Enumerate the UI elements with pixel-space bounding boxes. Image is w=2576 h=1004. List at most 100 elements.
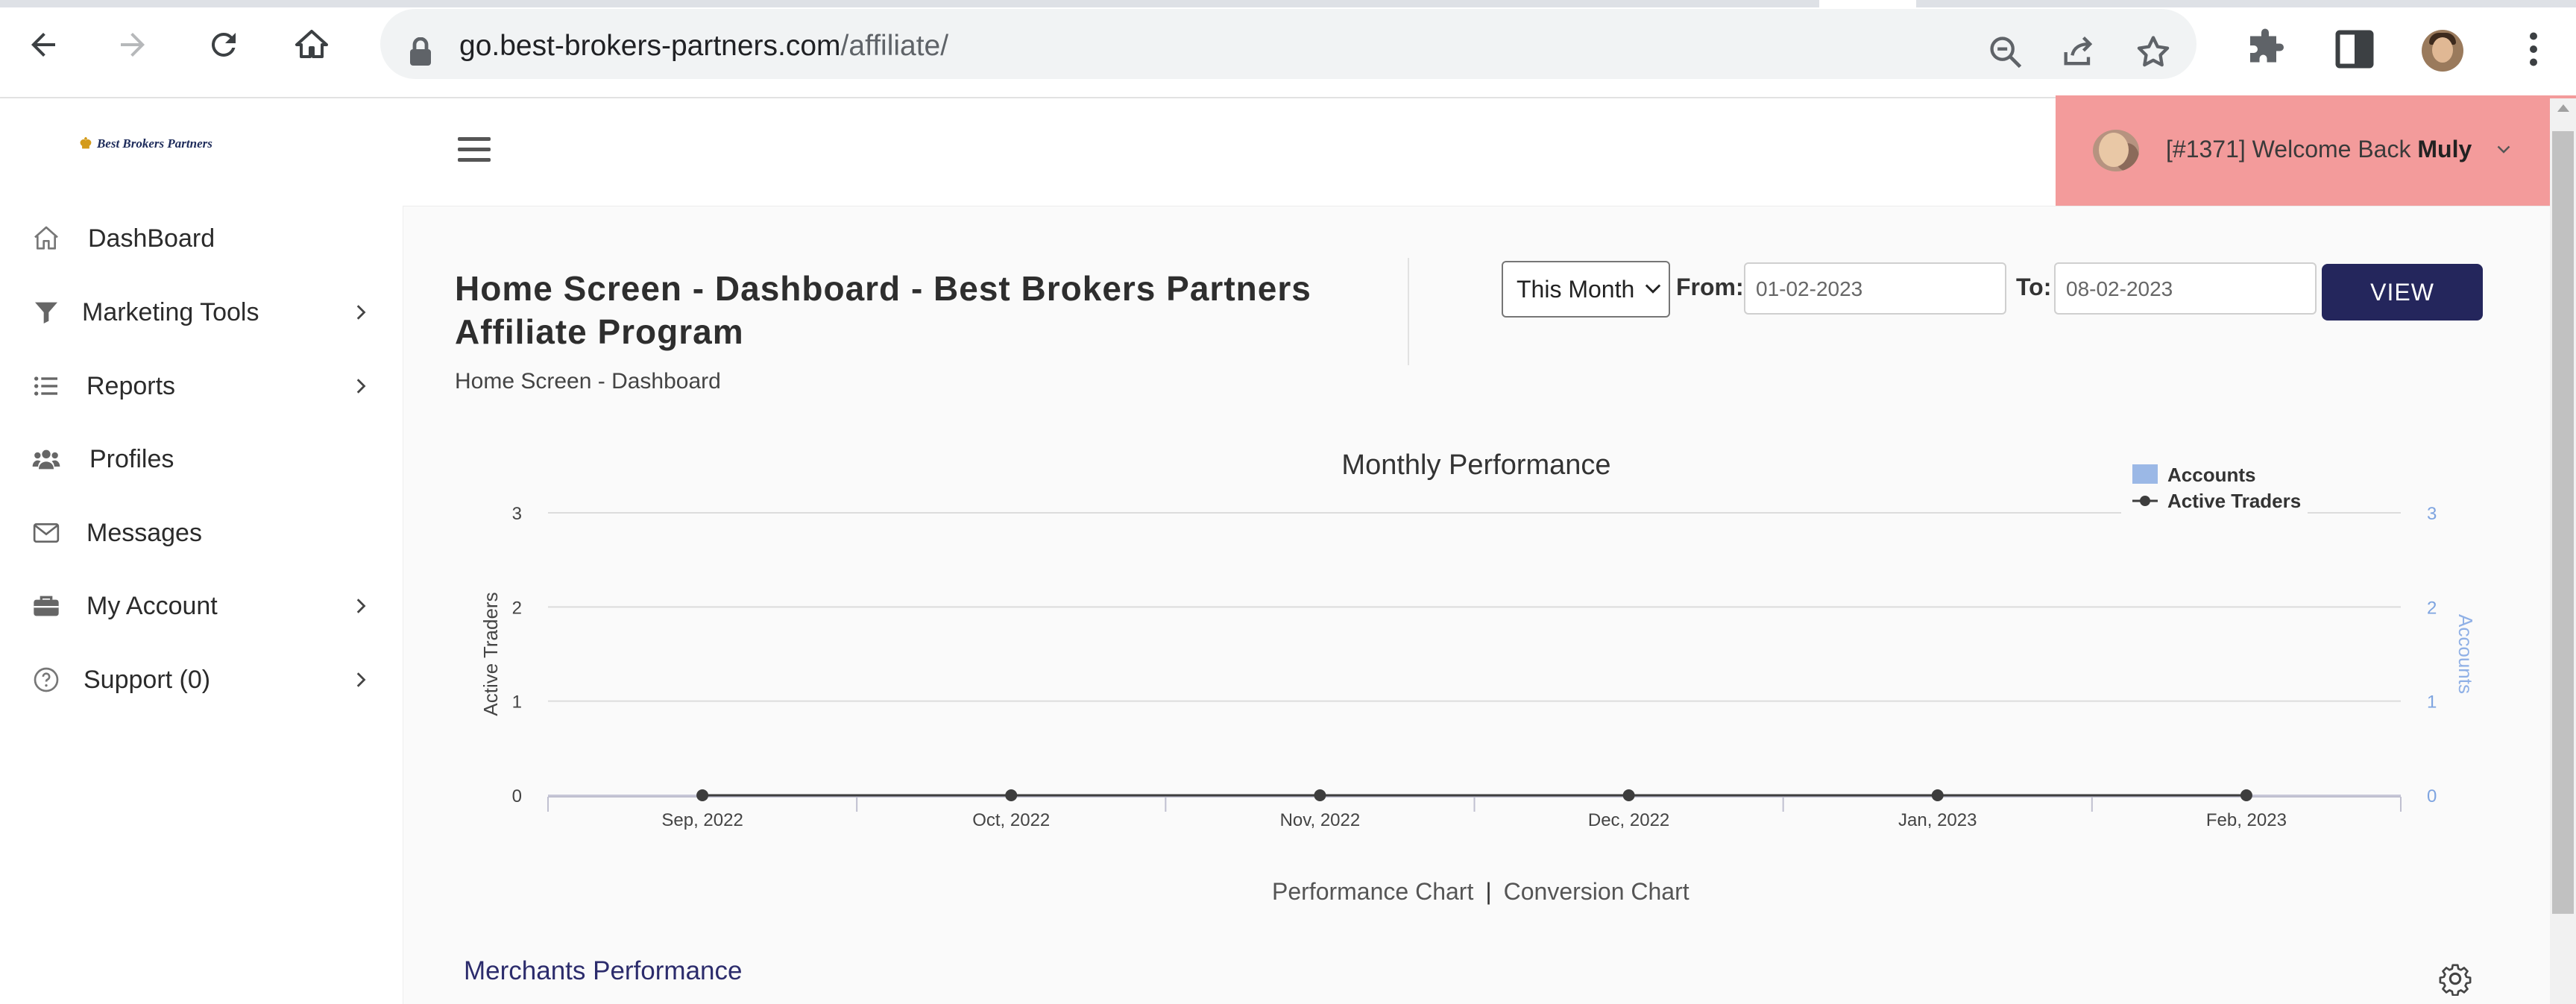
tab-strip-right [1916,0,2576,7]
y2-axis-title: Accounts [2454,614,2477,694]
user-avatar [2093,130,2139,171]
filter-icon [30,296,63,329]
extensions-puzzle-icon[interactable] [2243,27,2287,72]
hamburger-menu-icon[interactable] [458,137,491,164]
sidebar-item-label: Profiles [89,444,174,473]
back-button[interactable] [22,24,64,66]
reload-button[interactable] [203,24,245,66]
view-button[interactable]: VIEW [2322,264,2483,321]
forward-button[interactable] [112,24,154,66]
chevron-down-icon [1645,284,1661,294]
avatar-face [2432,37,2453,63]
tab-strip [0,0,2576,7]
legend-label-traders: Active Traders [2167,490,2301,512]
chevron-right-icon [356,672,366,687]
sidebar-item-my-account[interactable]: My Account [0,576,403,636]
crown-icon: ♚ [79,136,92,152]
home-outline-icon [295,30,328,58]
zoom-out-icon[interactable] [1986,33,2025,72]
y-axis-title: Active Traders [479,592,502,716]
back-arrow-icon [31,33,55,57]
active-traders-point [696,789,709,801]
site-logo[interactable]: ♚ Best Brokers Partners [79,134,212,153]
browser-profile-avatar[interactable] [2422,30,2463,72]
gear-icon[interactable] [2438,962,2472,996]
address-bar[interactable] [380,9,2196,79]
y2-tick-label: 3 [2427,504,2437,524]
legend-swatch-traders-point [2140,496,2150,506]
welcome-text: [#1371] Welcome Back Muly [2166,136,2472,163]
sidebar-item-messages[interactable]: Messages [0,503,403,563]
users-icon [30,443,63,476]
side-panel-icon[interactable] [2332,27,2377,72]
active-traders-point [2240,789,2252,801]
to-date-input[interactable]: 08-02-2023 [2054,262,2317,315]
main-content [403,206,2550,1004]
y-tick-label: 0 [512,786,522,806]
user-menu[interactable]: [#1371] Welcome Back Muly [2056,95,2576,206]
period-select-value: This Month [1517,276,1635,303]
sidebar-item-profiles[interactable]: Profiles [0,429,403,489]
url-path: /affiliate/ [840,30,949,62]
breadcrumb[interactable]: Home Screen - Dashboard [455,369,721,394]
period-select[interactable]: This Month [1502,261,1670,318]
sidebar-item-support[interactable]: Support (0) [0,650,403,710]
x-tick-label: Sep, 2022 [661,810,743,830]
x-tick-label: Nov, 2022 [1280,810,1361,830]
reload-icon [211,32,236,57]
active-traders-point [1622,789,1635,801]
sidebar-item-label: Support (0) [84,665,211,694]
bookmark-star-icon[interactable] [2134,33,2173,72]
merchants-performance-heading: Merchants Performance [464,956,743,985]
list-icon [30,370,63,402]
sidebar-item-marketing-tools[interactable]: Marketing Tools [0,282,403,342]
y-tick-label: 1 [512,692,522,713]
chevron-down-icon [2497,145,2510,154]
chevron-right-icon [356,305,366,320]
scroll-up-arrow-icon[interactable] [2557,104,2569,112]
y2-tick-label: 2 [2427,598,2437,618]
sidebar-item-label: Marketing Tools [82,297,259,326]
active-traders-point [1314,789,1326,801]
monthly-performance-chart: Monthly Performance 0 1 2 3 0 1 2 3 Active Trader… [479,449,2477,830]
forward-arrow-icon [121,33,145,57]
home-icon [30,222,63,255]
x-tick-label: Dec, 2022 [1588,810,1669,830]
chart-link-separator: | [1485,878,1492,905]
sidebar-item-label: Reports [86,371,176,400]
conversion-chart-link[interactable]: Conversion Chart [1503,878,1689,905]
share-icon[interactable] [2059,33,2098,72]
chevron-right-icon [356,599,366,613]
chart-switcher: Performance Chart | Conversion Chart [1272,878,1689,906]
sidebar-item-label: DashBoard [88,224,215,253]
active-traders-point [1931,789,1944,801]
scrollbar-thumb[interactable] [2552,131,2574,914]
sidebar-item-dashboard[interactable]: DashBoard [0,209,403,268]
sidebar-item-reports[interactable]: Reports [0,356,403,416]
from-label: From: [1676,274,1744,300]
y2-tick-label: 1 [2427,692,2437,713]
sidebar-item-label: My Account [86,591,218,620]
x-tick-label: Oct, 2022 [972,810,1050,830]
y-tick-label: 3 [512,504,522,524]
chevron-right-icon [356,379,366,394]
from-date-input[interactable]: 01-02-2023 [1744,262,2006,315]
sidebar-item-label: Messages [86,518,202,547]
lock-icon [410,37,431,66]
page-title: Home Screen - Dashboard - Best Brokers P… [455,269,1311,351]
sidebar: DashBoard Marketing Tools Reports Profil… [0,206,403,1004]
question-circle-icon [30,663,63,696]
briefcase-icon [30,590,63,622]
y-tick-label: 2 [512,598,522,618]
url-text[interactable]: go.best-brokers-partners.com/affiliate/ [459,30,948,63]
x-tick-label: Jan, 2023 [1898,810,1977,830]
active-tab[interactable] [1819,0,1916,7]
kebab-menu-icon[interactable] [2511,27,2556,72]
y2-tick-label: 0 [2427,786,2437,806]
x-tick-label: Feb, 2023 [2206,810,2287,830]
envelope-icon [30,517,63,549]
legend-label-accounts: Accounts [2167,464,2255,486]
url-domain: go.best-brokers-partners.com [459,30,841,62]
home-button[interactable] [291,24,333,66]
performance-chart-link[interactable]: Performance Chart [1272,878,1474,905]
